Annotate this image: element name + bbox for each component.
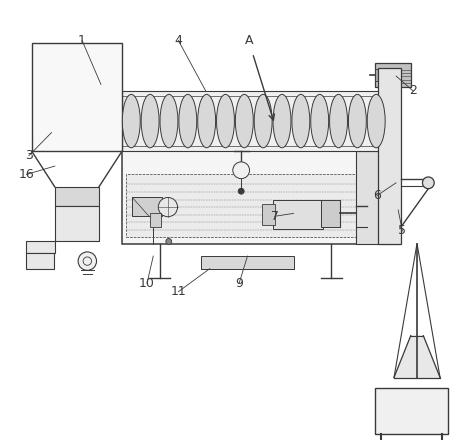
Bar bbox=[122, 91, 386, 151]
Text: 16: 16 bbox=[18, 168, 34, 181]
Text: 2: 2 bbox=[409, 84, 417, 97]
Bar bbox=[27, 241, 55, 253]
Bar bbox=[386, 91, 398, 151]
Ellipse shape bbox=[367, 94, 385, 148]
Polygon shape bbox=[394, 336, 440, 377]
Bar bbox=[321, 200, 339, 227]
Bar bbox=[201, 256, 293, 269]
Bar bbox=[273, 200, 323, 229]
Circle shape bbox=[158, 198, 178, 217]
Ellipse shape bbox=[217, 94, 235, 148]
Ellipse shape bbox=[160, 94, 178, 148]
Text: 4: 4 bbox=[174, 34, 182, 47]
Bar bbox=[378, 67, 401, 243]
Circle shape bbox=[166, 239, 172, 244]
Ellipse shape bbox=[122, 94, 140, 148]
Bar bbox=[375, 69, 387, 82]
Bar bbox=[132, 198, 162, 217]
Bar bbox=[55, 206, 99, 241]
Ellipse shape bbox=[198, 94, 216, 148]
Ellipse shape bbox=[236, 94, 253, 148]
Bar bbox=[375, 388, 448, 434]
Text: 10: 10 bbox=[139, 277, 155, 290]
Ellipse shape bbox=[329, 94, 347, 148]
Circle shape bbox=[238, 188, 244, 194]
Text: 9: 9 bbox=[235, 277, 243, 290]
Bar bbox=[150, 213, 161, 227]
Bar bbox=[32, 43, 122, 151]
Text: 5: 5 bbox=[398, 224, 406, 237]
Bar bbox=[122, 151, 386, 243]
Ellipse shape bbox=[273, 94, 291, 148]
Bar bbox=[27, 253, 55, 269]
Text: A: A bbox=[246, 34, 254, 47]
Bar bbox=[262, 204, 274, 224]
Text: 6: 6 bbox=[374, 189, 381, 202]
Text: 7: 7 bbox=[271, 210, 279, 223]
Ellipse shape bbox=[292, 94, 310, 148]
Circle shape bbox=[233, 162, 249, 179]
Circle shape bbox=[78, 252, 97, 270]
Text: 3: 3 bbox=[25, 149, 33, 162]
Bar bbox=[55, 187, 99, 206]
Bar bbox=[126, 175, 356, 237]
Ellipse shape bbox=[311, 94, 328, 148]
Ellipse shape bbox=[348, 94, 366, 148]
Bar bbox=[386, 151, 398, 243]
Ellipse shape bbox=[254, 94, 272, 148]
Ellipse shape bbox=[141, 94, 159, 148]
Circle shape bbox=[422, 177, 434, 189]
Ellipse shape bbox=[179, 94, 197, 148]
Bar bbox=[356, 151, 386, 243]
Text: 11: 11 bbox=[171, 285, 186, 298]
Text: 1: 1 bbox=[78, 34, 86, 47]
Bar bbox=[375, 64, 411, 86]
